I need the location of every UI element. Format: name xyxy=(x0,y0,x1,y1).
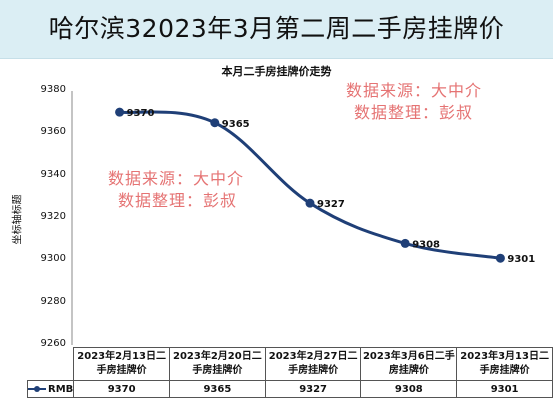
value-cell: 9301 xyxy=(456,380,553,398)
data-point xyxy=(495,253,505,263)
page-title: 哈尔滨32023年3月第二周二手房挂牌价 xyxy=(48,14,505,43)
y-tick-label: 9340 xyxy=(40,168,66,180)
y-tick-label: 9280 xyxy=(40,295,66,307)
category-line: 2023年2月13日二 xyxy=(77,351,166,362)
value-cell: 9370 xyxy=(73,380,171,398)
legend-series-name: RMB xyxy=(48,383,74,395)
data-label: 9301 xyxy=(507,254,535,265)
category-cell: 2023年2月20日二 手房挂牌价 xyxy=(169,347,266,381)
legend-key-cell: RMB xyxy=(26,380,75,398)
y-tick-label: 9320 xyxy=(40,211,66,222)
category-cell: 2023年3月13日二 手房挂牌价 xyxy=(456,347,553,381)
watermark-author: 数据整理：彭叔 xyxy=(118,191,238,210)
category-line: 2023年2月20日二 xyxy=(173,351,262,362)
category-line: 手房挂牌价 xyxy=(479,365,530,376)
data-table-header-row: 2023年2月13日二 手房挂牌价 2023年2月20日二 手房挂牌价 2023年2… xyxy=(28,347,553,381)
category-line: 房挂牌价 xyxy=(388,365,429,376)
category-line: 手房挂牌价 xyxy=(288,365,339,376)
watermark-top: 数据来源：大中介 数据整理：彭叔 xyxy=(346,80,482,124)
data-table: 2023年2月13日二 手房挂牌价 2023年2月20日二 手房挂牌价 2023年2… xyxy=(26,347,553,398)
y-tick-label: 9360 xyxy=(40,126,66,138)
chart-title: 本月二手房挂牌价走势 xyxy=(221,65,332,78)
value-cell: 9327 xyxy=(264,380,362,398)
value-cell: 9308 xyxy=(360,380,458,398)
watermark-source: 数据来源：大中介 xyxy=(108,169,245,188)
category-line: 手房挂牌价 xyxy=(192,365,243,376)
data-table-corner xyxy=(28,348,74,381)
data-point xyxy=(210,118,220,128)
value-cell: 9365 xyxy=(169,380,266,398)
data-point xyxy=(305,198,315,208)
watermark-author: 数据整理：彭叔 xyxy=(354,103,474,122)
y-tick-label: 9300 xyxy=(40,253,66,265)
data-point xyxy=(400,238,410,248)
category-line: 2023年2月27日二 xyxy=(268,351,358,362)
data-table-value-row: RMB 9370 9365 9327 9308 9301 xyxy=(26,380,553,398)
category-cell: 2023年2月13日二 手房挂牌价 xyxy=(73,347,171,381)
category-cell: 2023年3月6日二手 房挂牌价 xyxy=(360,347,458,381)
header-banner: 哈尔滨32023年3月第二周二手房挂牌价 xyxy=(0,0,553,59)
data-label: 9370 xyxy=(127,108,155,119)
category-line: 2023年3月13日二 xyxy=(460,351,549,362)
data-label: 9365 xyxy=(222,119,250,130)
watermark-middle: 数据来源：大中介 数据整理：彭叔 xyxy=(108,168,244,212)
category-line: 手房挂牌价 xyxy=(96,365,147,376)
data-label: 9308 xyxy=(412,239,440,250)
legend-line-icon xyxy=(28,385,46,392)
y-tick-label: 9380 xyxy=(40,84,66,95)
category-cell: 2023年2月27日二 手房挂牌价 xyxy=(264,347,362,381)
watermark-source: 数据来源：大中介 xyxy=(346,81,483,100)
y-tick-label: 9260 xyxy=(40,338,66,349)
data-label: 9327 xyxy=(317,199,345,210)
data-point xyxy=(115,107,125,117)
category-line: 2023年3月6日二手 xyxy=(362,351,455,362)
